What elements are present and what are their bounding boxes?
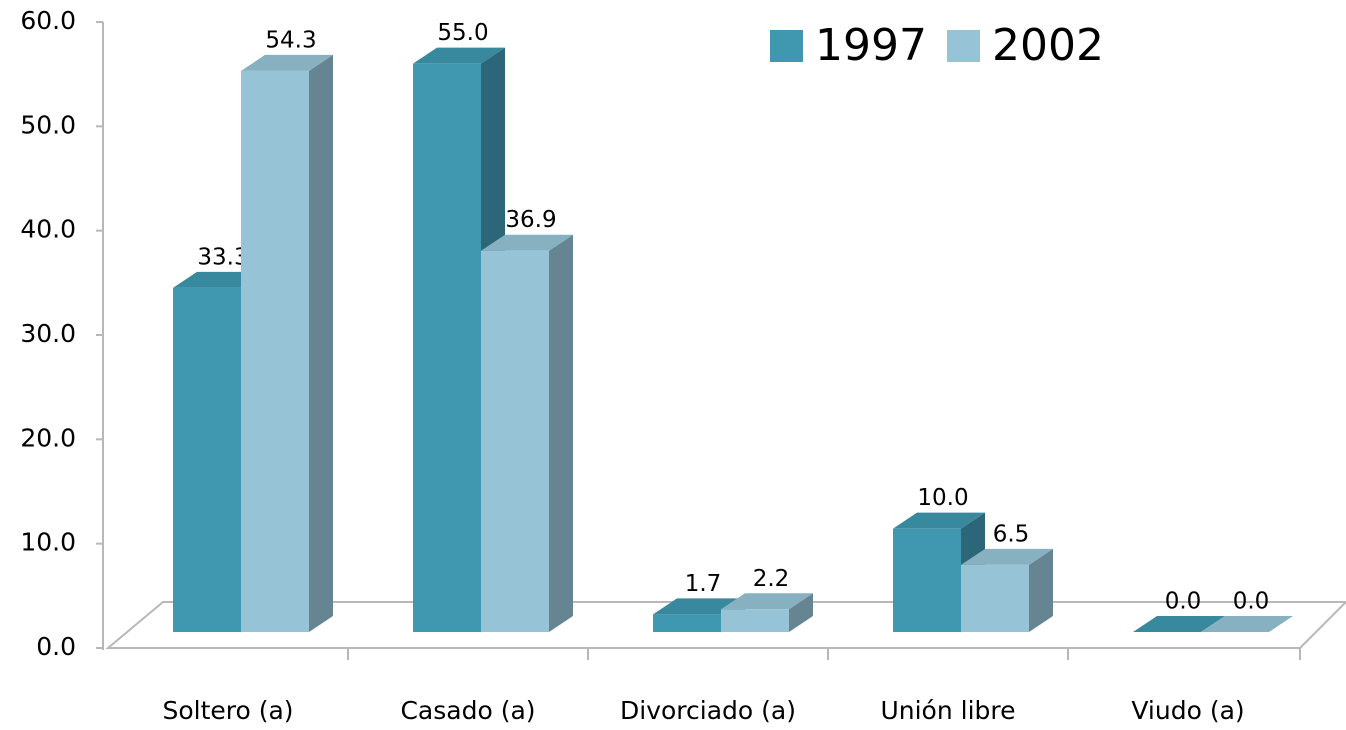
bar-front [721, 609, 789, 632]
bar [1133, 616, 1225, 632]
y-tick-label: 10.0 [20, 528, 76, 557]
legend-swatch [770, 30, 803, 62]
bar [721, 593, 813, 632]
bar-top [241, 54, 333, 71]
x-tick-label: Unión libre [880, 696, 1015, 725]
bar-top [893, 512, 985, 529]
bar-top [1201, 616, 1293, 632]
bar-side [789, 593, 813, 632]
y-tick-label: 0.0 [36, 632, 76, 661]
legend-label: 2002 [992, 20, 1104, 71]
bar-side [1029, 548, 1053, 632]
x-tick-label: Casado (a) [400, 696, 535, 725]
bar-side [309, 54, 333, 632]
bar-front [893, 528, 961, 632]
bar [1201, 616, 1293, 632]
y-tick-label: 60.0 [20, 6, 76, 35]
bar-side [549, 234, 573, 632]
bar-top [413, 47, 505, 64]
data-label: 0.0 [1233, 589, 1270, 615]
y-tick-label: 30.0 [20, 319, 76, 348]
data-label: 36.9 [505, 207, 556, 233]
legend-swatch [947, 30, 980, 62]
bar-front [961, 564, 1029, 632]
bar-front [481, 250, 549, 632]
bar-top [961, 548, 1053, 565]
y-tick-label: 20.0 [20, 423, 76, 452]
data-label: 1.7 [685, 571, 722, 597]
data-label: 54.3 [265, 27, 316, 53]
bar [481, 234, 573, 632]
y-tick-label: 40.0 [20, 215, 76, 244]
data-label: 10.0 [917, 485, 968, 511]
y-tick-label: 50.0 [20, 110, 76, 139]
bar-top [721, 593, 813, 610]
bar-top [481, 234, 573, 251]
bar-front [173, 287, 241, 632]
data-label: 2.2 [753, 566, 790, 592]
legend-label: 1997 [815, 20, 927, 71]
data-label: 0.0 [1165, 589, 1202, 615]
bar [961, 548, 1053, 632]
bar-front [653, 614, 721, 632]
x-tick-label: Viudo (a) [1131, 696, 1244, 725]
x-tick-label: Divorciado (a) [620, 696, 796, 725]
bar-top [1133, 616, 1225, 632]
data-label: 55.0 [437, 20, 488, 46]
bar-front [413, 63, 481, 632]
data-label: 33.3 [197, 244, 248, 270]
data-label: 6.5 [993, 521, 1030, 547]
bar-front [241, 70, 309, 632]
x-tick-label: Soltero (a) [162, 696, 293, 725]
bar [241, 54, 333, 632]
